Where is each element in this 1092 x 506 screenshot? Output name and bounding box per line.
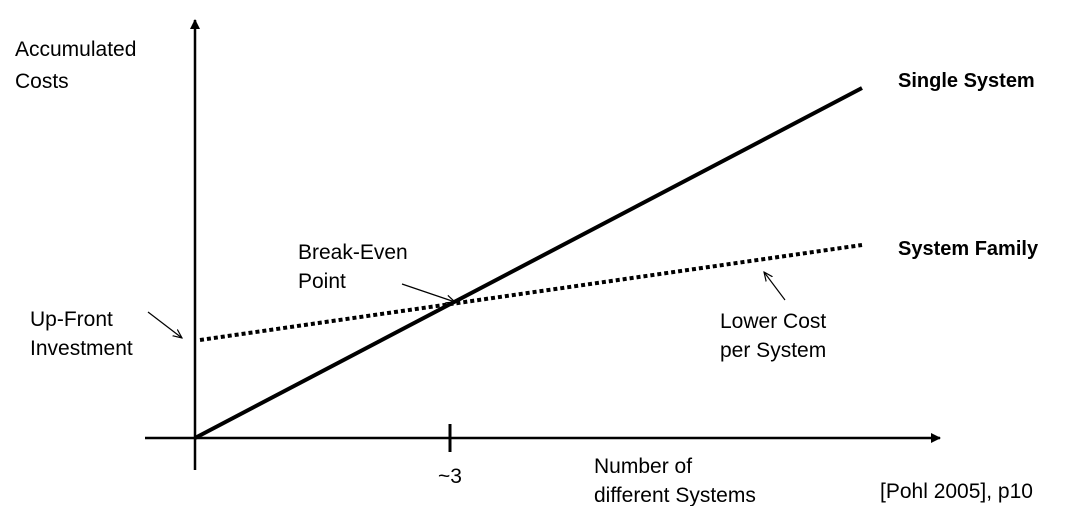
x-axis-label: Number of: [594, 455, 692, 478]
annotation: Lower Cost: [720, 310, 826, 333]
line-label: Single System: [898, 70, 1035, 92]
line-label: System Family: [898, 238, 1039, 260]
y-axis-label: Costs: [15, 70, 69, 93]
up-front-arrow: [147, 311, 182, 338]
single-system-line: [194, 86, 863, 440]
lower-cost-arrow: [764, 272, 786, 301]
x-tick-label: ~3: [438, 465, 462, 488]
annotation: per System: [720, 339, 826, 362]
annotation: Up-Front: [30, 308, 113, 331]
annotation: Break-Even: [298, 241, 408, 264]
citation: [Pohl 2005], p10: [880, 480, 1033, 503]
annotation: Point: [298, 270, 346, 293]
y-axis-label: Accumulated: [15, 38, 136, 61]
x-axis-label: different Systems: [594, 484, 756, 506]
break-even-arrow: [401, 283, 455, 302]
annotation: Investment: [30, 337, 133, 360]
